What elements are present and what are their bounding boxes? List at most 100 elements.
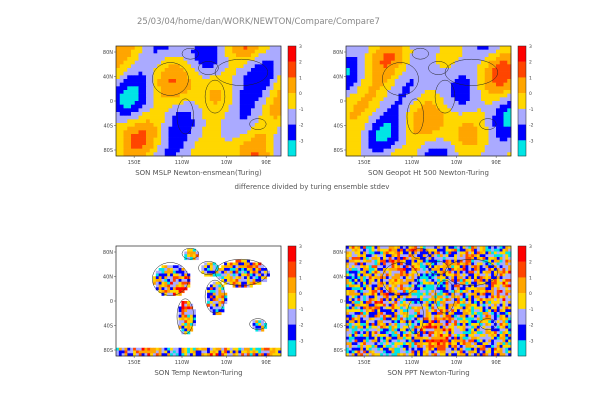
field-cell bbox=[451, 49, 456, 54]
field-cell bbox=[422, 251, 426, 255]
field-cell bbox=[502, 251, 506, 255]
field-cell bbox=[217, 79, 222, 83]
field-cell bbox=[442, 251, 446, 255]
field-cell bbox=[492, 145, 497, 149]
field-cell bbox=[192, 251, 196, 255]
field-cell bbox=[202, 90, 207, 94]
field-cell bbox=[235, 353, 239, 357]
field-cell bbox=[465, 303, 469, 307]
field-cell bbox=[462, 75, 467, 80]
field-cell bbox=[215, 295, 219, 299]
field-cell bbox=[432, 115, 437, 120]
field-cell bbox=[187, 323, 191, 327]
field-cell bbox=[217, 130, 222, 135]
field-cell bbox=[170, 292, 174, 296]
field-cell bbox=[391, 93, 396, 98]
field-cell bbox=[221, 353, 225, 357]
field-cell bbox=[442, 262, 446, 266]
field-cell bbox=[170, 268, 174, 272]
field-cell bbox=[195, 251, 199, 255]
field-cell bbox=[465, 262, 469, 266]
field-cell bbox=[263, 268, 268, 272]
field-cell bbox=[238, 270, 242, 274]
field-cell bbox=[443, 145, 448, 149]
field-cell bbox=[349, 134, 354, 138]
field-cell bbox=[354, 314, 358, 318]
field-cell bbox=[368, 298, 372, 302]
field-cell bbox=[147, 353, 151, 357]
field-cell bbox=[134, 57, 139, 61]
field-cell bbox=[258, 126, 263, 131]
field-cell bbox=[448, 259, 452, 263]
field-cell bbox=[391, 295, 395, 299]
field-cell bbox=[496, 246, 500, 250]
colorbar-swatch bbox=[288, 340, 296, 357]
field-cell bbox=[428, 141, 433, 146]
field-cell bbox=[198, 71, 203, 76]
field-cell bbox=[224, 104, 229, 109]
field-cell bbox=[209, 284, 214, 288]
field-cell bbox=[507, 148, 512, 153]
field-cell bbox=[218, 312, 222, 316]
field-cell bbox=[458, 75, 463, 80]
field-cell bbox=[363, 254, 367, 258]
field-cell bbox=[405, 290, 409, 294]
field-cell bbox=[176, 108, 181, 113]
field-cell bbox=[443, 86, 448, 91]
field-cell bbox=[175, 347, 179, 351]
field-cell bbox=[382, 246, 387, 250]
field-cell bbox=[161, 268, 165, 272]
field-cell bbox=[481, 46, 486, 50]
field-cell bbox=[232, 108, 237, 113]
field-cell bbox=[213, 115, 218, 120]
field-cell bbox=[424, 137, 429, 142]
field-cell bbox=[476, 273, 480, 277]
field-cell bbox=[508, 257, 512, 261]
field-cell bbox=[142, 130, 147, 135]
field-cell bbox=[391, 60, 396, 65]
field-cell bbox=[445, 259, 449, 263]
field-cell bbox=[168, 134, 173, 138]
field-cell bbox=[131, 123, 136, 127]
field-cell bbox=[445, 309, 449, 313]
field-cell bbox=[462, 246, 466, 250]
field-cell bbox=[277, 112, 282, 116]
field-cell bbox=[127, 126, 132, 131]
field-cell bbox=[168, 57, 173, 61]
field-cell bbox=[213, 126, 218, 131]
field-cell bbox=[232, 101, 237, 105]
field-cell bbox=[363, 295, 367, 299]
field-cell bbox=[454, 104, 459, 109]
field-cell bbox=[221, 347, 225, 351]
field-cell bbox=[187, 303, 191, 307]
field-cell bbox=[376, 115, 381, 120]
field-cell bbox=[194, 104, 199, 109]
field-cell bbox=[436, 145, 441, 149]
field-cell bbox=[161, 130, 166, 135]
field-cell bbox=[400, 303, 404, 307]
field-cell bbox=[183, 112, 188, 116]
field-cell bbox=[465, 312, 469, 316]
field-cell bbox=[187, 53, 192, 58]
field-cell bbox=[507, 115, 512, 120]
field-cell bbox=[496, 68, 501, 72]
field-cell bbox=[451, 303, 455, 307]
field-cell bbox=[142, 126, 147, 131]
field-cell bbox=[391, 268, 395, 272]
field-cell bbox=[380, 290, 384, 294]
field-cell bbox=[269, 104, 274, 109]
field-cell bbox=[258, 141, 263, 146]
field-cell bbox=[465, 248, 469, 252]
field-cell bbox=[134, 115, 139, 120]
field-cell bbox=[221, 68, 226, 72]
field-cell bbox=[360, 259, 364, 263]
field-cell bbox=[417, 148, 422, 153]
field-cell bbox=[405, 262, 409, 266]
field-cell bbox=[417, 273, 421, 277]
field-cell bbox=[394, 104, 399, 109]
field-cell bbox=[368, 90, 373, 94]
field-cell bbox=[421, 75, 426, 80]
field-cell bbox=[503, 148, 508, 153]
field-cell bbox=[436, 108, 441, 113]
